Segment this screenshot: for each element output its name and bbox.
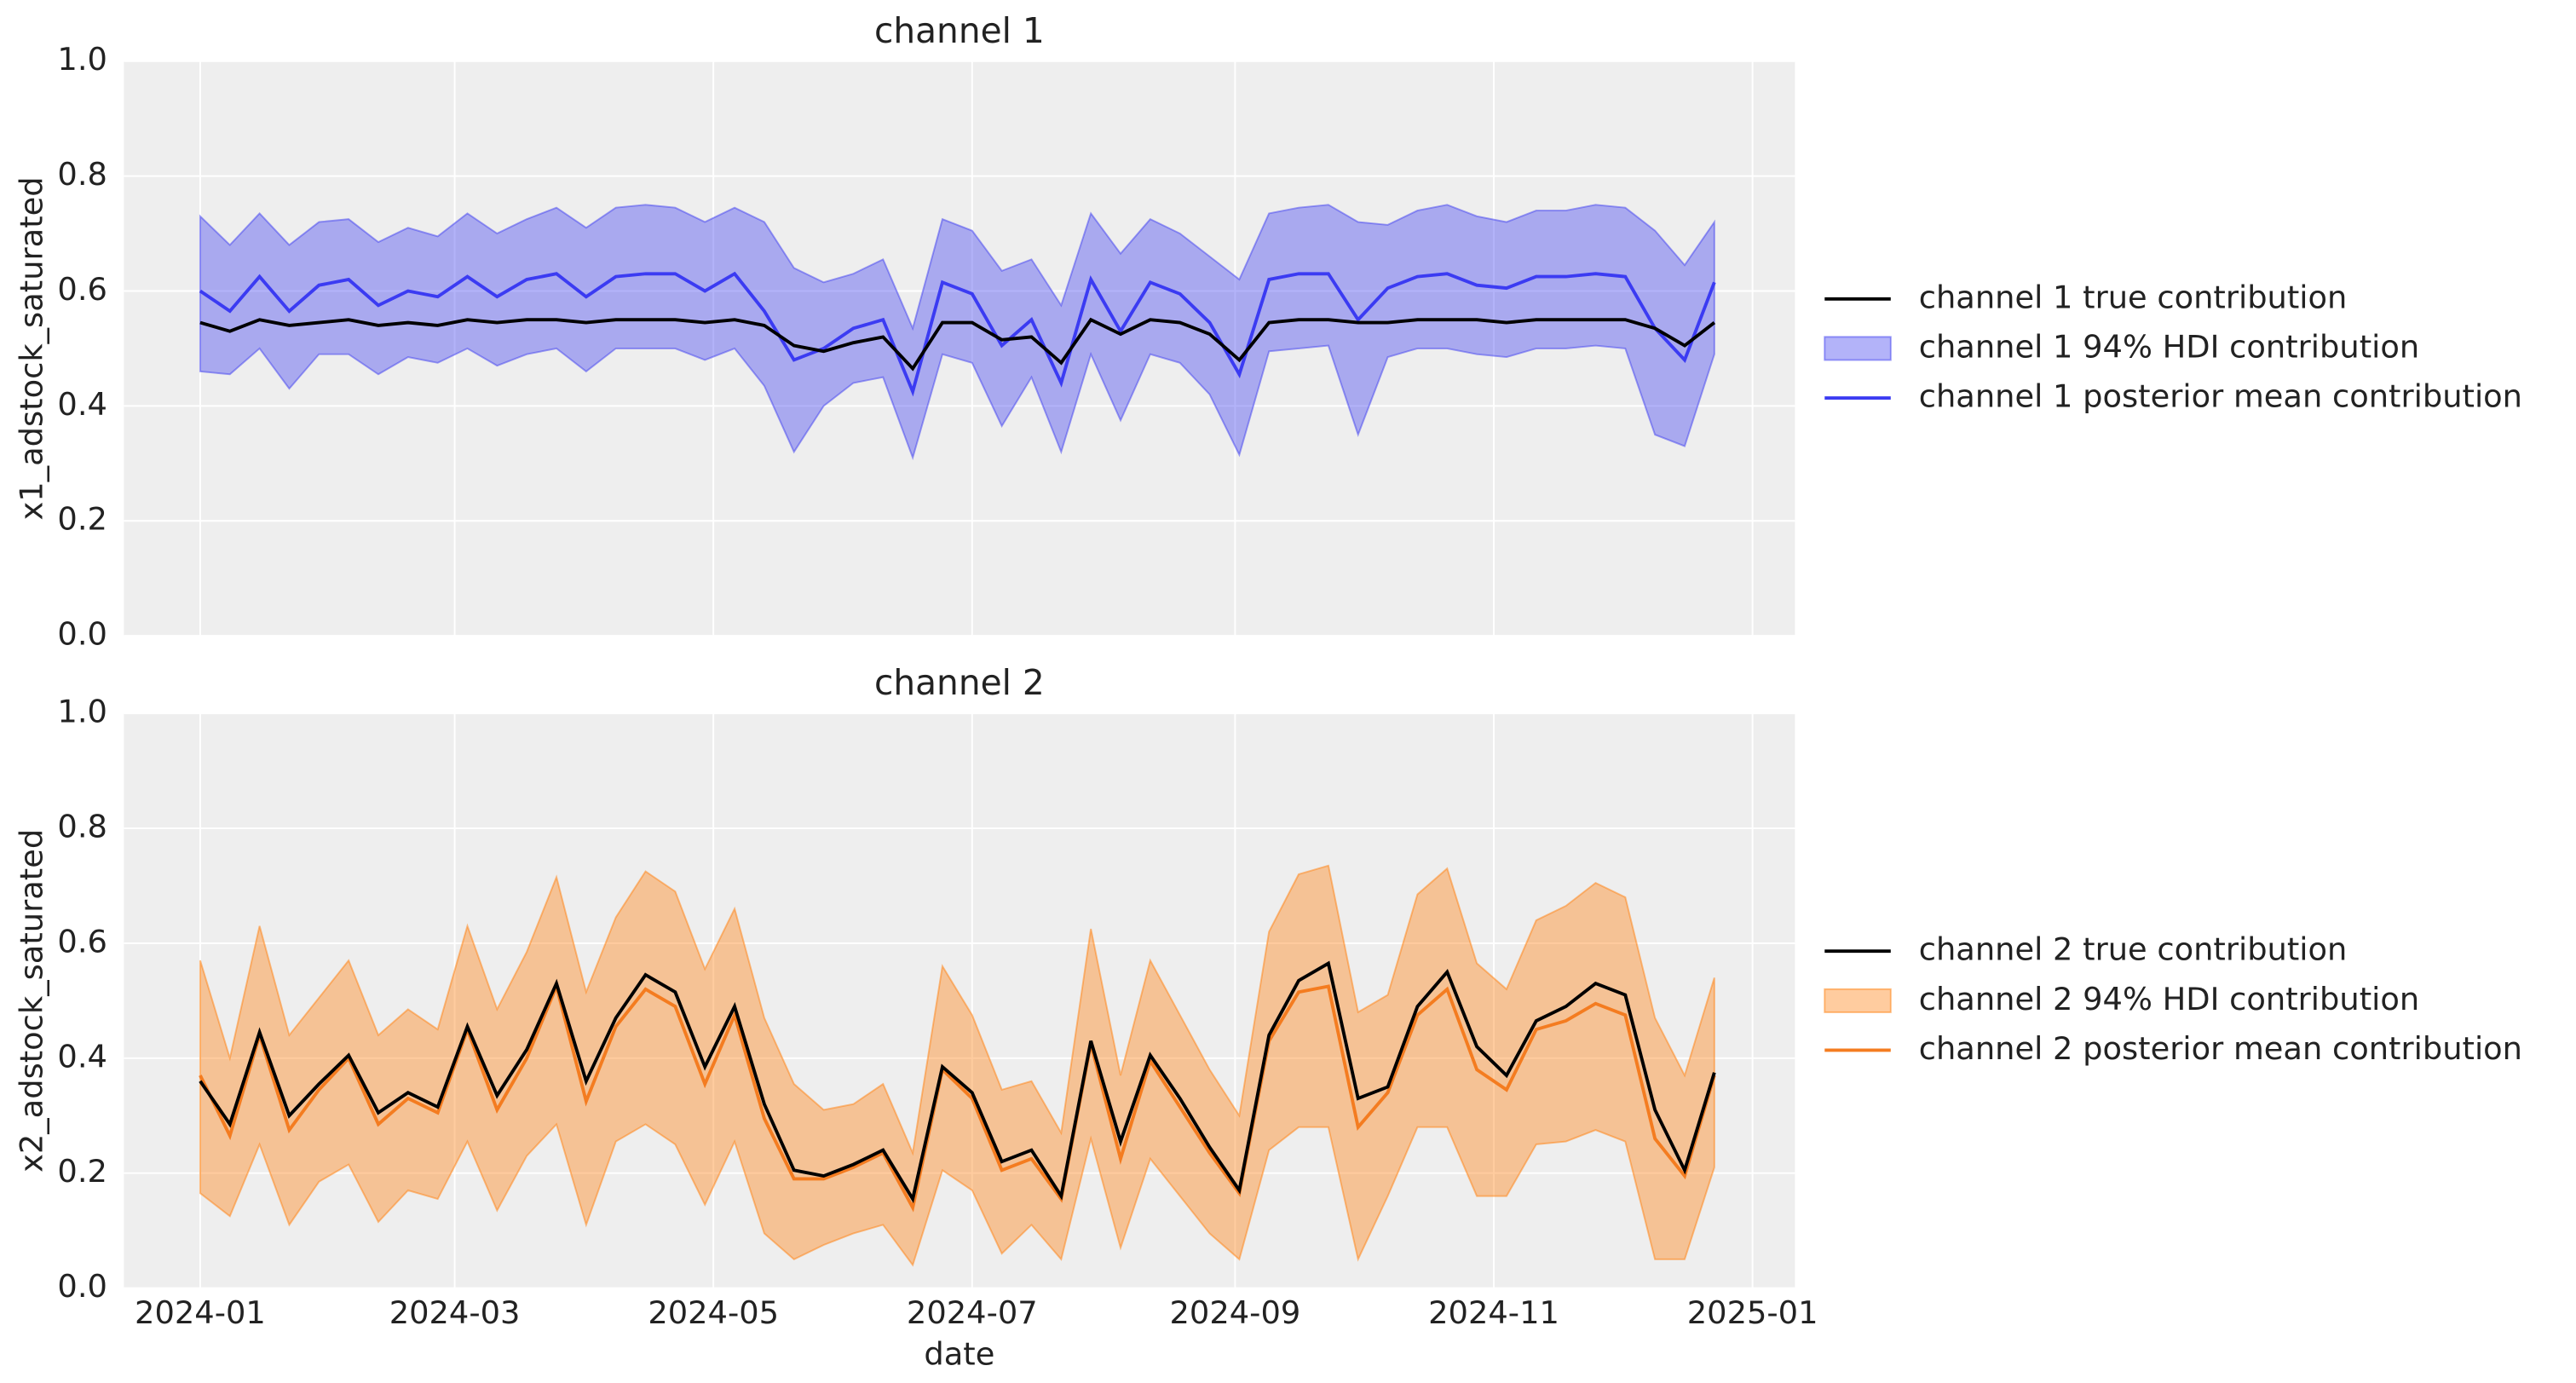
y-tick-label: 0.8 bbox=[57, 156, 107, 193]
y-tick-label: 0.8 bbox=[57, 809, 107, 845]
legend-swatch bbox=[1824, 988, 1892, 1013]
x-tick-label: 2024-05 bbox=[648, 1294, 779, 1331]
y-tick-label: 0.0 bbox=[57, 1268, 107, 1305]
y-tick-label: 0.2 bbox=[57, 1153, 107, 1190]
x-tick-label: 2024-09 bbox=[1170, 1294, 1301, 1331]
x-tick-label: 2024-11 bbox=[1428, 1294, 1559, 1331]
plot-area bbox=[124, 61, 1795, 637]
series-line bbox=[199, 960, 1716, 1204]
y-tick-label: 1.0 bbox=[57, 41, 107, 78]
x-axis-label: date bbox=[924, 1335, 994, 1372]
hdi-band bbox=[199, 204, 1715, 461]
legend-swatch bbox=[1824, 336, 1892, 361]
y-tick-label: 0.6 bbox=[57, 923, 107, 959]
x-tick-label: 2024-03 bbox=[389, 1294, 521, 1331]
y-tick-label: 0.0 bbox=[57, 616, 107, 653]
series-line bbox=[199, 271, 1716, 397]
plot-area bbox=[124, 713, 1795, 1288]
legend-label: channel 1 94% HDI contribution bbox=[1919, 328, 2419, 365]
x-tick-label: 2025-01 bbox=[1687, 1294, 1818, 1331]
y-tick-label: 0.4 bbox=[57, 386, 107, 423]
y-tick-label: 0.4 bbox=[57, 1038, 107, 1075]
x-tick-label: 2024-01 bbox=[135, 1294, 266, 1331]
y-axis-label: x2_adstock_saturated bbox=[13, 829, 49, 1173]
y-tick-label: 1.0 bbox=[57, 694, 107, 730]
legend-label: channel 1 posterior mean contribution bbox=[1919, 378, 2522, 415]
legend-label: channel 2 posterior mean contribution bbox=[1919, 1030, 2522, 1067]
chart-title: channel 1 bbox=[874, 10, 1045, 51]
y-tick-label: 0.6 bbox=[57, 271, 107, 308]
series-line bbox=[199, 317, 1716, 372]
y-axis-label: x1_adstock_saturated bbox=[13, 176, 49, 520]
y-tick-label: 0.2 bbox=[57, 501, 107, 538]
x-tick-label: 2024-07 bbox=[907, 1294, 1038, 1331]
legend-label: channel 2 true contribution bbox=[1919, 931, 2348, 968]
chart-title: channel 2 bbox=[874, 662, 1045, 703]
legend-label: channel 2 94% HDI contribution bbox=[1919, 981, 2419, 1017]
legend-label: channel 1 true contribution bbox=[1919, 279, 2348, 315]
hdi-band bbox=[199, 864, 1715, 1267]
